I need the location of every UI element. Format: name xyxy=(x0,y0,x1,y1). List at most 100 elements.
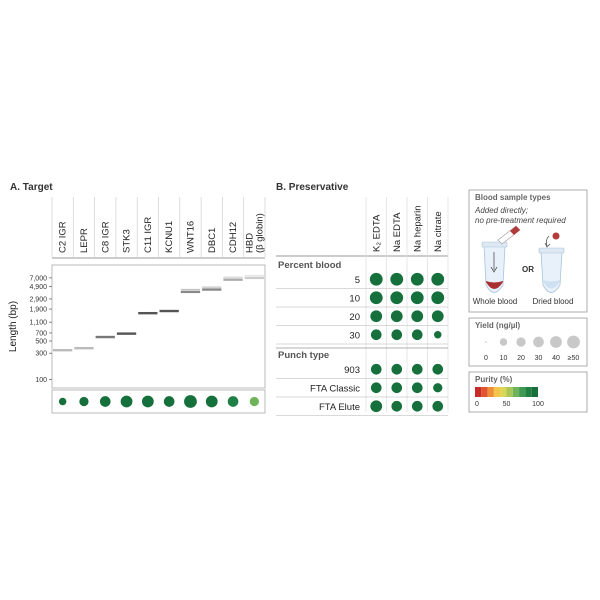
target-dot-c11-igr xyxy=(141,395,154,408)
yield-legend-label-3: 30 xyxy=(535,355,543,362)
preservative-dot-punch-type-fta-elute-na-citrate xyxy=(432,400,444,412)
target-label-lepr: LEPR xyxy=(79,228,90,253)
target-label-c11-igr: C11 IGR xyxy=(143,217,154,253)
target-dot-c2-igr xyxy=(58,397,67,406)
panel-a: A. Target C2 IGR LEPR C8 IGR STK3 C11 IGR KCN… xyxy=(8,182,266,414)
preservative-dots xyxy=(369,272,445,413)
band-wnt16 xyxy=(180,290,201,294)
target-dot-hbd xyxy=(249,396,259,407)
panel-b: B. Preservative K₂ EDTA Na EDTA Na heparin… xyxy=(276,182,449,416)
length-tick-label: 4,900 xyxy=(29,284,47,291)
preservative-dot-percent-blood-30-na-edta xyxy=(391,329,403,341)
band-c8-igr xyxy=(95,335,115,339)
preservative-grid xyxy=(276,197,449,416)
target-dot-dbc1 xyxy=(205,395,218,408)
purity-swatch-3 xyxy=(493,387,501,397)
band-dbc1 xyxy=(202,288,222,291)
length-tick-label: 2,900 xyxy=(29,296,47,303)
target-column-labels: C2 IGR LEPR C8 IGR STK3 C11 IGR KCNU1 WNT16 DBC… xyxy=(58,213,266,253)
purity-tick-100: 100 xyxy=(532,401,544,408)
target-dot-cdh12 xyxy=(227,396,239,407)
purity-color-scale: 0 50 100 xyxy=(475,387,544,408)
preservative-dot-punch-type-903-na-citrate xyxy=(432,363,444,375)
length-tick-label: 7,000 xyxy=(29,275,47,282)
preservative-rows: Percent blood 5 10 20 30 Punch type 903 FTA Cla… xyxy=(278,260,360,413)
band-smear-dbc1 xyxy=(202,286,222,288)
preservative-dot-punch-type-fta-classic-na-heparin xyxy=(411,382,423,394)
sample-types-legend: Blood sample types Added directly; no pr… xyxy=(468,189,588,313)
yield-legend: Yield (ng/µl) 0 10 20 30 40 ≥50 xyxy=(468,317,588,367)
group-title-percent-blood: Percent blood xyxy=(278,260,342,271)
preservative-label-na-edta: Na EDTA xyxy=(392,212,403,252)
row-label-20: 20 xyxy=(349,312,360,323)
preservative-dot-percent-blood-20-na-citrate xyxy=(431,310,444,323)
length-tick-label: 700 xyxy=(35,330,47,337)
preservative-dot-percent-blood-20-k-edta xyxy=(370,310,383,323)
group-title-punch-type: Punch type xyxy=(278,350,329,361)
preservative-label-na-citrate: Na citrate xyxy=(433,211,444,252)
sample-types-subtitle-2: no pre-treatment required xyxy=(475,216,566,225)
preservative-dot-percent-blood-30-na-citrate xyxy=(434,331,442,339)
preservative-dot-percent-blood-5-k-edta xyxy=(369,272,383,286)
yield-legend-dot-0 xyxy=(485,341,487,343)
row-label-5: 5 xyxy=(355,275,360,286)
target-dots xyxy=(58,395,259,408)
yield-legend-dot-1 xyxy=(499,338,508,346)
yield-legend-dot-5 xyxy=(567,335,580,349)
length-tick-label: 100 xyxy=(35,377,47,384)
preservative-dot-punch-type-fta-elute-k-edta xyxy=(370,400,383,413)
row-label-30: 30 xyxy=(349,330,360,341)
panel-b-title: B. Preservative xyxy=(276,182,349,193)
target-dot-kcnu1 xyxy=(163,396,175,407)
length-tick-label: 1,900 xyxy=(29,307,47,314)
target-label-dbc1: DBC1 xyxy=(207,228,218,253)
target-dot-stk3 xyxy=(120,395,133,408)
preservative-dot-punch-type-fta-classic-na-citrate xyxy=(433,383,443,393)
target-dot-wnt16 xyxy=(184,395,197,408)
whole-blood-tube-icon xyxy=(481,225,521,293)
preservative-dot-punch-type-fta-elute-na-heparin xyxy=(411,400,423,412)
target-label-c2-igr: C2 IGR xyxy=(58,221,69,253)
row-label-10: 10 xyxy=(349,293,360,304)
preservative-dot-punch-type-fta-elute-na-edta xyxy=(391,400,403,412)
purity-swatch-2 xyxy=(487,387,494,397)
whole-blood-label: Whole blood xyxy=(473,297,517,306)
preservative-dot-punch-type-fta-classic-k-edta xyxy=(370,382,382,394)
yield-legend-dot-3 xyxy=(533,336,544,348)
band-hbd xyxy=(244,276,264,280)
purity-tick-50: 50 xyxy=(503,401,511,408)
band-smear-hbd xyxy=(244,274,264,277)
purity-swatch-9 xyxy=(531,387,538,397)
preservative-dot-percent-blood-30-na-heparin xyxy=(411,329,423,341)
target-label-hbd: HBD xyxy=(244,233,255,253)
preservative-label-k-edta: K₂ EDTA xyxy=(371,214,382,252)
row-label-fta-classic: FTA Classic xyxy=(310,383,360,394)
dried-blood-label: Dried blood xyxy=(533,297,574,306)
yield-legend-dot-4 xyxy=(550,336,562,348)
preservative-dot-percent-blood-5-na-citrate xyxy=(431,272,445,286)
target-dot-c8-igr xyxy=(99,396,111,407)
gel-plot xyxy=(53,274,264,352)
purity-swatch-0 xyxy=(475,387,482,397)
row-label-fta-elute: FTA Elute xyxy=(319,402,360,413)
length-axis-title: Length (bp) xyxy=(8,301,19,352)
preservative-dot-percent-blood-20-na-edta xyxy=(390,310,403,323)
yield-legend-dot-2 xyxy=(516,337,526,347)
purity-swatch-4 xyxy=(500,387,507,397)
gel-frame xyxy=(51,264,266,389)
yield-legend-label-0: 0 xyxy=(484,355,488,362)
target-label-globin: (β globin) xyxy=(254,213,265,253)
dried-blood-tube-icon xyxy=(538,232,565,293)
purity-swatch-6 xyxy=(512,387,520,397)
target-dot-lepr xyxy=(79,396,89,407)
length-tick-label: 300 xyxy=(35,351,47,358)
band-c11-igr xyxy=(138,311,158,315)
purity-legend-title: Purity (%) xyxy=(475,375,513,384)
yield-legend-title: Yield (ng/µl) xyxy=(475,321,521,330)
preservative-dot-punch-type-fta-classic-na-edta xyxy=(391,382,403,394)
preservative-dot-percent-blood-10-na-edta xyxy=(390,291,404,305)
purity-swatch-1 xyxy=(481,387,488,397)
target-column-grid xyxy=(51,197,266,414)
